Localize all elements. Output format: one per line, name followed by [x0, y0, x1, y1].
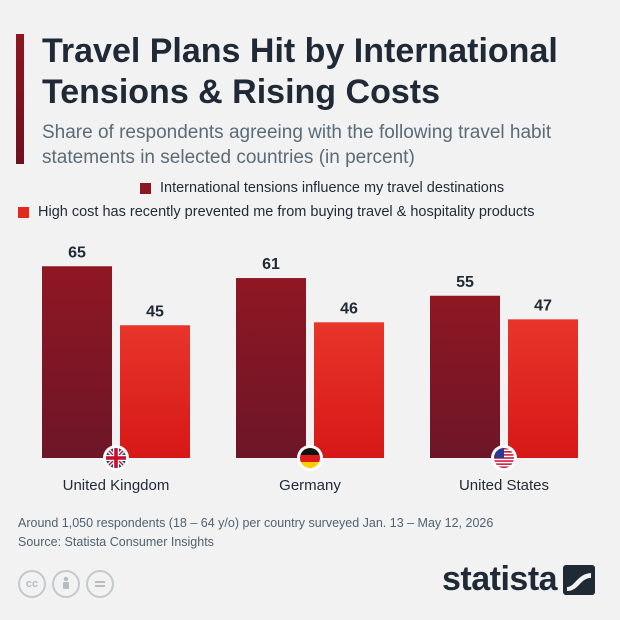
bar-tensions-0 [42, 266, 112, 458]
category-label: United States [459, 477, 549, 494]
chart-footer: Around 1,050 respondents (18 – 64 y/o) p… [18, 514, 493, 552]
bar-cost-1 [314, 322, 384, 458]
data-label: 55 [456, 274, 474, 291]
bar-chart: 65 45 United Kingdom 61 46 Germany 55 47 United … [42, 244, 578, 494]
survey-note: Around 1,050 respondents (18 – 64 y/o) p… [18, 516, 494, 530]
statista-mark-icon [563, 564, 596, 595]
legend-label-tensions: International tensions influence my trav… [160, 180, 505, 196]
attribution-icon[interactable] [52, 570, 80, 598]
creative-commons-icon[interactable]: cc [18, 570, 46, 598]
bar-tensions-2 [430, 295, 500, 458]
page-subtitle: Share of respondents agreeing with the f… [42, 122, 552, 168]
brand-name: statista [442, 560, 558, 598]
data-label: 45 [146, 303, 164, 320]
bar-tensions-1 [236, 278, 306, 458]
legend-item-cost: High cost has recently prevented me from… [18, 204, 534, 220]
category-label: Germany [279, 477, 341, 494]
legend-label-cost: High cost has recently prevented me from… [38, 204, 535, 220]
statista-logo[interactable]: statista [442, 560, 596, 599]
license-icons: cc [18, 570, 114, 598]
data-label: 61 [262, 256, 280, 273]
title-accent-bar [16, 34, 24, 164]
page-title: Travel Plans Hit by International Tensio… [42, 32, 558, 111]
no-derivatives-icon[interactable] [86, 570, 114, 598]
us-flag-icon [491, 445, 517, 471]
legend-swatch-cost [18, 206, 29, 218]
chart-area: 65 45 United Kingdom 61 46 Germany 55 47 United … [0, 230, 620, 500]
data-label: 65 [68, 244, 86, 261]
bar-cost-0 [120, 325, 190, 458]
category-label: United Kingdom [63, 477, 170, 494]
data-label: 46 [340, 300, 358, 317]
source-note: Source: Statista Consumer Insights [18, 535, 214, 549]
legend-item-tensions: International tensions influence my trav… [140, 180, 504, 196]
data-label: 47 [534, 297, 552, 314]
legend-swatch-tensions [140, 182, 151, 194]
uk-flag-icon [103, 445, 129, 471]
bar-cost-2 [508, 319, 578, 458]
germany-flag-icon [297, 445, 323, 471]
